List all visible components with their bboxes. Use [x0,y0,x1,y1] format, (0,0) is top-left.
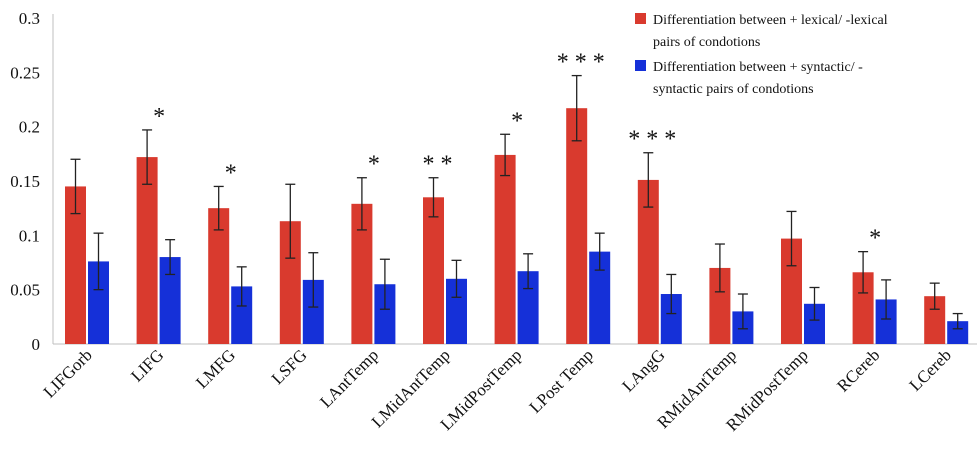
bar [88,261,109,344]
significance-marker: * [511,108,523,134]
bar [65,186,86,344]
significance-marker: * [225,160,237,186]
x-category-label: LAngG [618,345,668,395]
x-category-label: LMFG [192,345,239,392]
y-tick-label: 0.25 [10,63,40,82]
legend-swatch [635,13,646,24]
legend-swatch [635,60,646,71]
bar [875,299,897,344]
x-category-label: RCereb [833,345,883,395]
bar [566,108,588,345]
bar [589,251,611,344]
y-tick-label: 0.2 [19,118,40,137]
y-tick-label: 0.15 [10,172,40,191]
bar [852,272,874,344]
bar [208,208,230,344]
significance-marker: * [153,104,165,130]
bar [446,278,467,344]
y-tick-label: 0.3 [19,9,40,28]
bar [302,279,324,344]
legend-label: pairs of condotions [653,35,760,50]
legend: Differentiation between + lexical/ -lexi… [635,13,888,97]
bar [947,321,969,344]
y-tick-label: 0.05 [10,281,40,300]
legend-label: Differentiation between + syntactic/ - [653,60,863,75]
bar [279,221,301,344]
significance-marker: * * [423,152,453,178]
significance-marker: * [368,152,380,178]
bar [136,157,158,344]
bar [231,286,253,344]
x-category-label: LSFG [268,345,311,388]
bar [351,203,373,344]
bar [709,267,731,344]
legend-label: syntactic pairs of condotions [653,82,814,97]
bar [517,271,539,344]
significance-marker: * [869,226,881,252]
bar [374,284,396,344]
bar [924,296,946,344]
x-category-label: LAntTemp [316,345,382,411]
bars [65,74,969,345]
y-tick-label: 0 [32,335,41,354]
x-category-label: LCereb [906,345,955,394]
bar [804,303,825,344]
bar [494,154,516,344]
bar [637,179,659,344]
bar [423,197,444,344]
x-category-label: LPost Temp [526,345,597,416]
significance-marker: * * * [628,127,676,153]
y-tick-label: 0.1 [19,226,40,245]
bar [781,238,802,344]
x-category-label: LIFGorb [40,345,96,401]
significance-marker: * * * [557,50,605,76]
legend-label: Differentiation between + lexical/ -lexi… [653,13,888,28]
bar [159,257,181,344]
bar [660,294,682,344]
x-category-label: LIFG [127,345,167,385]
